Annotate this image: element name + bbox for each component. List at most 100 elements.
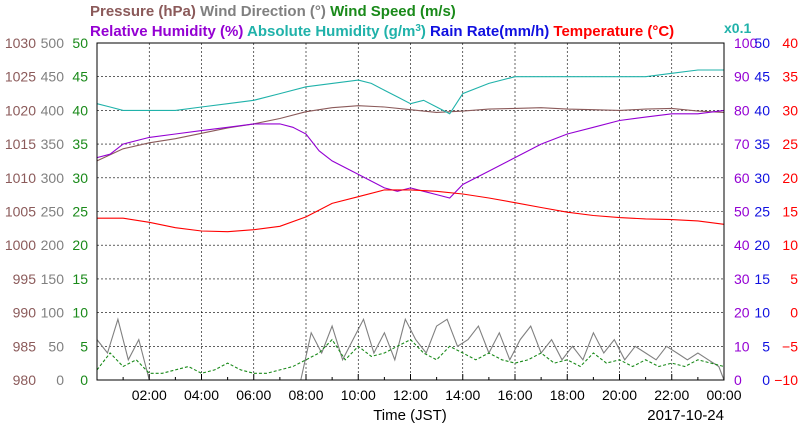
rain_rate-tick-label: 35 bbox=[754, 136, 770, 152]
second-legend-item-3: ) bbox=[421, 23, 426, 40]
x-axis-label: Time (JST) bbox=[373, 407, 447, 424]
pressure-tick-label: 1015 bbox=[5, 136, 36, 152]
second-legend-item-1: Absolute Humidity (g/m bbox=[243, 23, 415, 40]
x-tick-label: 04:00 bbox=[184, 387, 219, 403]
pressure-tick-label: 990 bbox=[13, 305, 37, 321]
series-line-1 bbox=[96, 109, 725, 199]
temperature-tick-label: −5 bbox=[782, 338, 798, 354]
relative_humidity-tick-label: 90 bbox=[734, 69, 750, 85]
wind_speed-tick-label: 35 bbox=[72, 136, 88, 152]
pressure-tick-label: 1020 bbox=[5, 102, 36, 118]
wind_direction-tick-label: 150 bbox=[41, 271, 65, 287]
x-tick-label: 02:00 bbox=[132, 387, 167, 403]
second-legend-item-5: Temperature (°C) bbox=[549, 23, 674, 40]
pressure-tick-label: 1000 bbox=[5, 237, 36, 253]
x-tick-label: 10:00 bbox=[341, 387, 376, 403]
wind_speed-tick-label: 45 bbox=[72, 69, 88, 85]
pressure-tick-label: 985 bbox=[13, 338, 37, 354]
rain_rate-tick-label: 20 bbox=[754, 237, 770, 253]
wind_speed-tick-label: 10 bbox=[72, 305, 88, 321]
wind_direction-tick-label: 500 bbox=[41, 35, 65, 51]
temperature-tick-label: 40 bbox=[782, 35, 798, 51]
x-tick-label: 18:00 bbox=[550, 387, 585, 403]
date-label: 2017-10-24 bbox=[647, 407, 724, 424]
relative_humidity-tick-label: 40 bbox=[734, 237, 750, 253]
wind_speed-tick-label: 15 bbox=[72, 271, 88, 287]
wind_speed-tick-label: 20 bbox=[72, 237, 88, 253]
wind_speed-tick-label: 40 bbox=[72, 102, 88, 118]
wind_direction-tick-label: 400 bbox=[41, 102, 65, 118]
x-tick-label: 08:00 bbox=[288, 387, 323, 403]
second-legend-row: Relative Humidity (%) Absolute Humidity … bbox=[90, 23, 674, 41]
x-tick-label: 14:00 bbox=[445, 387, 480, 403]
pressure-tick-label: 995 bbox=[13, 271, 37, 287]
relative_humidity-tick-label: 50 bbox=[734, 204, 750, 220]
temperature-tick-label: 15 bbox=[782, 204, 798, 220]
wind_speed-tick-label: 5 bbox=[80, 338, 88, 354]
rain_rate-tick-label: 45 bbox=[754, 69, 770, 85]
top-legend-item-2: Wind Speed (m/s) bbox=[326, 3, 456, 20]
x01-label: x0.1 bbox=[724, 20, 751, 36]
pressure-tick-label: 1025 bbox=[5, 69, 36, 85]
wind_speed-tick-label: 0 bbox=[80, 372, 88, 388]
relative_humidity-tick-label: 80 bbox=[734, 102, 750, 118]
footer: Time (JST) 2017-10-24 bbox=[373, 407, 724, 424]
wind_direction-tick-label: 250 bbox=[41, 204, 65, 220]
temperature-tick-label: 0 bbox=[790, 305, 798, 321]
pressure-tick-label: 1005 bbox=[5, 204, 36, 220]
wind_direction-tick-label: 100 bbox=[41, 305, 65, 321]
x-axis: 02:00 04:00 06:00 08:00 10:00 12:00 14:00 16:00… bbox=[122, 374, 742, 403]
series-line-2 bbox=[96, 69, 724, 115]
second-legend-item-0: Relative Humidity (%) bbox=[90, 23, 243, 40]
rain_rate-tick-label: 0 bbox=[762, 372, 770, 388]
axes: 9809859909951000100510101015102010251030… bbox=[5, 35, 798, 388]
grid bbox=[97, 43, 724, 380]
pressure-tick-label: 980 bbox=[13, 372, 37, 388]
relative_humidity-tick-label: 70 bbox=[734, 136, 750, 152]
wind_direction-tick-label: 50 bbox=[48, 338, 64, 354]
rain_rate-tick-label: 15 bbox=[754, 271, 770, 287]
relative_humidity-tick-label: 10 bbox=[734, 338, 750, 354]
series-line-5 bbox=[96, 338, 725, 374]
temperature-tick-label: 30 bbox=[782, 102, 798, 118]
top-legend-item-0: Pressure (hPa) bbox=[90, 3, 196, 20]
x-tick-label: 16:00 bbox=[497, 387, 532, 403]
wind_direction-tick-label: 350 bbox=[41, 136, 65, 152]
relative_humidity-tick-label: 0 bbox=[734, 372, 742, 388]
pressure-tick-label: 1030 bbox=[5, 35, 36, 51]
wind_speed-tick-label: 25 bbox=[72, 204, 88, 220]
x-tick-label: 00:00 bbox=[706, 387, 741, 403]
series-line-3 bbox=[97, 189, 725, 233]
rain_rate-tick-label: 30 bbox=[754, 170, 770, 186]
wind_speed-tick-label: 50 bbox=[72, 35, 88, 51]
temperature-tick-label: 35 bbox=[782, 69, 798, 85]
rain_rate-tick-label: 5 bbox=[762, 338, 770, 354]
rain_rate-tick-label: 40 bbox=[754, 102, 770, 118]
relative_humidity-tick-label: 100 bbox=[734, 35, 758, 51]
relative_humidity-tick-label: 60 bbox=[734, 170, 750, 186]
second-legend-item-4: Rain Rate(mm/h) bbox=[426, 23, 549, 40]
wind_speed-tick-label: 30 bbox=[72, 170, 88, 186]
temperature-tick-label: 25 bbox=[782, 136, 798, 152]
second-legend-item-2: 3 bbox=[415, 23, 421, 34]
temperature-tick-label: −10 bbox=[774, 372, 798, 388]
top-legend-row: Pressure (hPa) Wind Direction (°) Wind S… bbox=[90, 3, 456, 20]
wind_direction-tick-label: 450 bbox=[41, 69, 65, 85]
temperature-tick-label: 5 bbox=[790, 271, 798, 287]
x-tick-label: 20:00 bbox=[602, 387, 637, 403]
top-legend-item-1: Wind Direction (°) bbox=[196, 3, 326, 20]
x-tick-label: 12:00 bbox=[393, 387, 428, 403]
pressure-tick-label: 1010 bbox=[5, 170, 36, 186]
wind_direction-tick-label: 200 bbox=[41, 237, 65, 253]
wind_direction-tick-label: 0 bbox=[56, 372, 64, 388]
x-tick-label: 06:00 bbox=[236, 387, 271, 403]
rain_rate-tick-label: 25 bbox=[754, 204, 770, 220]
series-line-0 bbox=[96, 105, 725, 162]
wind_direction-tick-label: 300 bbox=[41, 170, 65, 186]
x-tick-label: 22:00 bbox=[654, 387, 689, 403]
rain_rate-tick-label: 10 bbox=[754, 305, 770, 321]
series-line-4 bbox=[96, 317, 725, 381]
temperature-tick-label: 10 bbox=[782, 237, 798, 253]
relative_humidity-tick-label: 30 bbox=[734, 271, 750, 287]
